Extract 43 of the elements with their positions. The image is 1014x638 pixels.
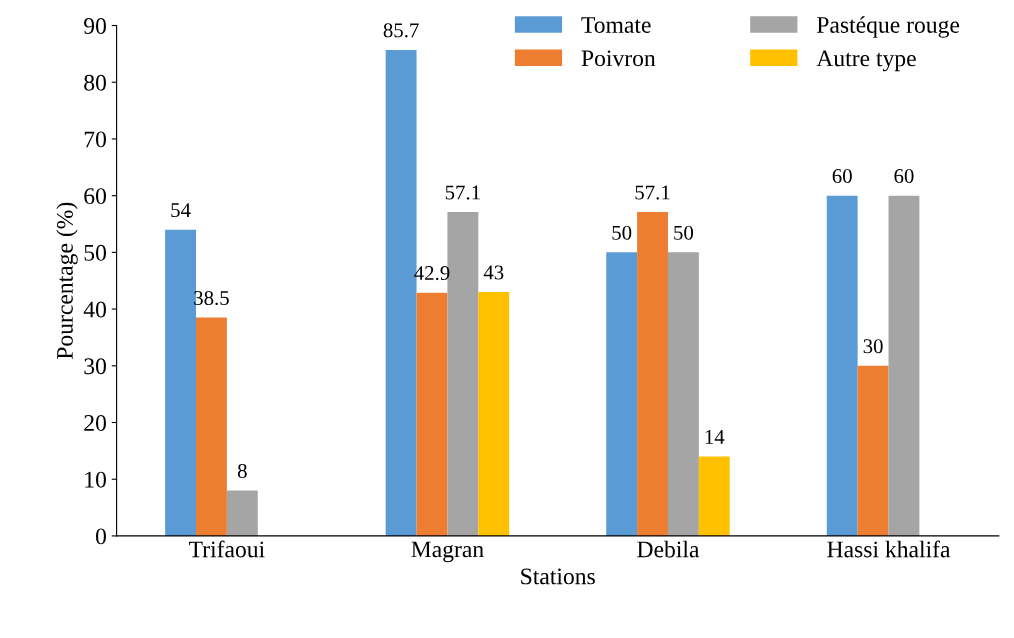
y-tick-label: 20 xyxy=(84,414,106,431)
y-tick-label: 70 xyxy=(84,131,106,148)
x-axis-title: Stations xyxy=(521,568,595,585)
y-tick-label: 40 xyxy=(83,301,106,318)
x-tick-label: Debila xyxy=(637,540,700,558)
x-tick-label: Trifaoui xyxy=(189,540,265,558)
bar xyxy=(698,456,730,536)
y-tick-label: 0 xyxy=(95,528,106,545)
bar xyxy=(416,292,448,536)
bar xyxy=(637,212,668,536)
data-label: 50 xyxy=(674,225,694,240)
bar xyxy=(606,252,638,536)
legend-label: Pastéque rouge xyxy=(816,16,960,38)
y-tick-label: 60 xyxy=(84,188,106,205)
y-tick-label: 90 xyxy=(84,18,106,34)
data-label: 14 xyxy=(705,430,725,444)
y-tick-label: 30 xyxy=(84,358,106,375)
x-tick-label: Hassi khalifa xyxy=(827,540,951,558)
bar xyxy=(226,490,258,536)
bar xyxy=(888,195,920,536)
bar xyxy=(478,292,510,536)
y-tick-label: 80 xyxy=(84,74,106,91)
data-label: 54 xyxy=(171,203,191,218)
y-tick-label: 10 xyxy=(85,471,106,488)
bar xyxy=(196,317,227,536)
legend-label: Poivron xyxy=(581,50,656,67)
legend-label: Tomate xyxy=(581,17,651,33)
data-label: 43 xyxy=(483,265,504,280)
bar xyxy=(857,365,889,536)
data-label: 60 xyxy=(832,169,852,184)
data-label: 60 xyxy=(894,169,914,184)
data-label: 8 xyxy=(237,463,247,478)
data-label: 57.1 xyxy=(445,185,480,200)
y-axis-title: Pourcentage (%) xyxy=(56,202,78,360)
bar xyxy=(667,252,699,536)
data-label: 30 xyxy=(863,339,883,354)
data-label: 57.1 xyxy=(635,185,670,200)
legend-label: Autre type xyxy=(816,50,916,72)
bar xyxy=(826,195,858,536)
data-label: 50 xyxy=(612,225,632,240)
x-tick-label: Magran xyxy=(411,541,484,563)
data-label: 85.7 xyxy=(383,23,419,38)
y-tick-label: 50 xyxy=(84,244,106,261)
